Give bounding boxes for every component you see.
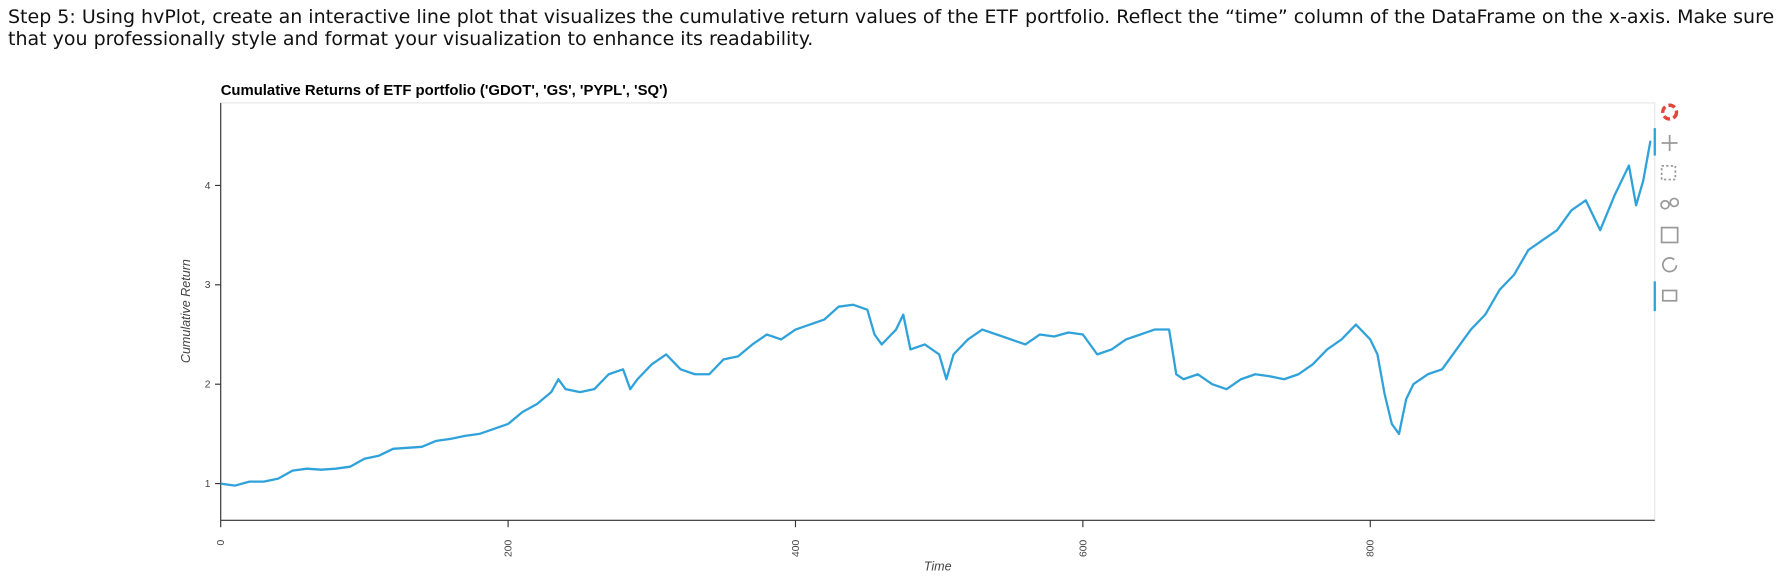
- toolbar: [1660, 103, 1680, 302]
- x-axis-label: Time: [924, 560, 952, 574]
- y-tick-label: 3: [205, 280, 211, 291]
- y-tick-label: 2: [205, 380, 211, 391]
- pan-tool[interactable]: [1661, 134, 1678, 151]
- reset-tool[interactable]: [1661, 257, 1678, 273]
- plot-frame: [220, 102, 1656, 521]
- x-tick-label: 200: [504, 540, 515, 557]
- x-tick-label: 600: [1078, 540, 1089, 557]
- cumulative-return-line: [220, 140, 1652, 487]
- hover-tool[interactable]: [1661, 289, 1678, 302]
- bokeh-logo[interactable]: [1661, 103, 1679, 121]
- active-indicator: [1653, 128, 1656, 156]
- y-tick-label: 4: [205, 181, 211, 192]
- x-tick-label: 0: [216, 540, 227, 546]
- box-zoom-tool[interactable]: [1660, 164, 1677, 181]
- y-axis-label: Cumulative Return: [179, 259, 193, 363]
- save-tool[interactable]: [1660, 226, 1679, 244]
- chart-title: Cumulative Returns of ETF portfolio ('GD…: [221, 83, 668, 99]
- x-tick-label: 800: [1366, 540, 1377, 557]
- active-indicator: [1653, 281, 1656, 312]
- wheel-zoom-tool-2: [1669, 197, 1680, 208]
- x-tick-label: 400: [791, 540, 802, 557]
- instruction: Step 5: Using hvPlot, create an interact…: [8, 6, 1775, 50]
- wheel-zoom-tool[interactable]: [1660, 199, 1670, 210]
- y-tick-label: 1: [205, 479, 211, 490]
